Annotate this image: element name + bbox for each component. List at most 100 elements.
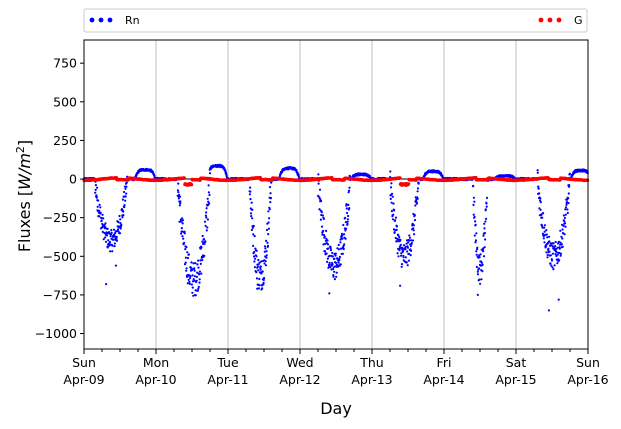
x-tick-label-date: Apr-10 [135,372,176,387]
rn-point [413,233,416,236]
legend-frame [83,8,588,33]
rn-point [200,272,203,275]
rn-point [264,264,267,267]
rn-point [555,254,558,258]
rn-point [556,246,559,249]
rn-point [262,278,265,281]
rn-point [251,226,254,229]
rn-point [253,235,256,238]
rn-point [347,203,350,206]
rn-outlier-point [105,283,108,286]
rn-point [185,267,188,270]
x-tick-label-date: Apr-12 [279,372,320,387]
rn-point [334,252,337,255]
vertical-grid [155,40,517,349]
rn-point [97,199,100,202]
rn-point [110,229,113,232]
rn-point [121,216,124,219]
rn-point [401,246,404,249]
rn-point [560,243,564,246]
rn-point [539,197,542,200]
rn-point [562,224,565,227]
rn-point [194,294,197,297]
plot-area [82,39,590,350]
rn-point [548,235,551,238]
rn-point [259,265,262,268]
rn-outlier-point [256,287,259,290]
rn-point [400,263,404,266]
rn-point [196,263,199,266]
rn-point [554,253,557,256]
rn-point [187,278,190,281]
rn-point [473,234,476,237]
rn-point [99,206,102,209]
rn-point [545,244,548,248]
rn-point [193,275,196,278]
rn-point [400,252,403,255]
rn-point [346,222,349,225]
rn-point [568,172,572,175]
rn-point [475,250,478,253]
rn-point [107,239,110,242]
rn-point [323,250,327,253]
rn-point [109,243,112,246]
y-tick-label: 0 [69,172,77,187]
rn-point [547,247,550,250]
rn-point [555,251,558,254]
rn-point [258,284,261,287]
rn-point [545,251,548,254]
g-point [398,176,402,180]
rn-point [208,193,211,197]
rn-point [99,211,102,214]
x-tick-label-day: Thu [359,355,383,370]
rn-point [476,273,480,276]
rn-point [119,227,122,230]
rn-point [406,264,409,267]
rn-point [98,209,101,212]
rn-point [405,242,408,245]
x-tick-label-date: Apr-15 [495,372,536,387]
rn-point [192,278,195,281]
rn-point [101,230,104,233]
rn-point [191,268,194,272]
x-tick-label-date: Apr-13 [351,372,392,387]
rn-point [394,236,397,240]
rn-point [197,259,200,262]
rn-point [345,227,348,230]
rn-point [329,265,332,269]
rn-point [473,215,476,218]
rn-point [483,231,486,235]
rn-point [560,235,563,238]
rn-point [474,223,477,226]
rn-point [474,220,477,223]
rn-point [121,198,124,201]
rn-point [326,257,329,260]
rn-point [203,220,207,223]
rn-point [392,202,395,205]
rn-point [394,219,397,222]
y-tick-label: −1000 [35,326,77,341]
rn-point [542,212,545,215]
rn-point [260,260,263,263]
rn-point [124,195,127,198]
rn-point [408,239,411,242]
rn-point [192,294,195,297]
rn-series [82,163,589,312]
rn-point [410,241,413,245]
rn-point [544,233,547,236]
rn-point [408,252,411,255]
rn-point [546,256,549,259]
rn-point [344,237,347,240]
rn-point [188,282,191,285]
legend-g-dot [547,17,553,23]
rn-point [119,218,122,221]
rn-point [318,188,322,191]
rn-point [550,259,554,262]
rn-point [327,247,330,250]
x-tick-label-day: Mon [143,355,169,370]
rn-point [475,232,478,235]
rn-point [191,274,194,277]
rn-point [185,269,188,272]
rn-point [204,224,207,227]
